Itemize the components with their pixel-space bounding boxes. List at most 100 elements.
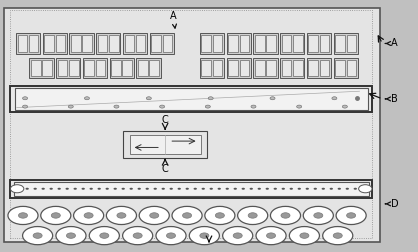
Circle shape bbox=[25, 188, 29, 190]
Circle shape bbox=[130, 188, 133, 190]
Bar bbox=[136, 58, 161, 78]
Circle shape bbox=[321, 188, 325, 190]
Circle shape bbox=[100, 233, 109, 238]
Bar bbox=[122, 60, 132, 76]
Bar bbox=[42, 60, 52, 76]
Circle shape bbox=[133, 233, 142, 238]
Circle shape bbox=[248, 213, 257, 218]
Circle shape bbox=[215, 213, 224, 218]
Circle shape bbox=[194, 188, 197, 190]
Bar bbox=[320, 60, 329, 76]
Bar bbox=[123, 33, 147, 54]
Bar bbox=[293, 35, 303, 52]
Bar bbox=[18, 35, 27, 52]
Bar bbox=[96, 60, 105, 76]
Text: A: A bbox=[385, 39, 398, 48]
Bar bbox=[56, 58, 80, 78]
Circle shape bbox=[41, 206, 71, 225]
Bar bbox=[266, 60, 276, 76]
Circle shape bbox=[82, 188, 85, 190]
Bar bbox=[16, 33, 40, 54]
Circle shape bbox=[97, 188, 101, 190]
Circle shape bbox=[282, 188, 285, 190]
Text: B: B bbox=[385, 94, 398, 104]
Circle shape bbox=[209, 188, 213, 190]
Circle shape bbox=[58, 188, 61, 190]
Circle shape bbox=[89, 188, 93, 190]
Bar bbox=[130, 135, 201, 154]
Circle shape bbox=[354, 188, 357, 190]
Bar bbox=[200, 58, 224, 78]
Bar bbox=[240, 60, 249, 76]
Bar bbox=[98, 35, 107, 52]
Bar bbox=[138, 60, 148, 76]
Bar bbox=[150, 33, 174, 54]
Circle shape bbox=[218, 188, 221, 190]
Circle shape bbox=[242, 188, 245, 190]
Bar bbox=[84, 60, 94, 76]
Circle shape bbox=[117, 213, 126, 218]
Circle shape bbox=[274, 188, 277, 190]
Circle shape bbox=[161, 188, 165, 190]
Circle shape bbox=[208, 97, 213, 100]
Bar bbox=[71, 35, 81, 52]
Circle shape bbox=[201, 188, 205, 190]
Bar bbox=[308, 60, 318, 76]
Bar bbox=[320, 35, 329, 52]
Circle shape bbox=[33, 233, 42, 238]
Bar bbox=[56, 35, 65, 52]
Circle shape bbox=[267, 233, 275, 238]
Bar bbox=[82, 35, 92, 52]
Bar bbox=[282, 35, 291, 52]
Bar bbox=[109, 35, 119, 52]
Bar bbox=[255, 60, 265, 76]
Circle shape bbox=[289, 227, 319, 245]
Circle shape bbox=[223, 227, 253, 245]
Circle shape bbox=[150, 213, 159, 218]
Circle shape bbox=[56, 227, 86, 245]
Circle shape bbox=[290, 188, 293, 190]
Circle shape bbox=[105, 188, 109, 190]
Bar bbox=[151, 35, 161, 52]
Circle shape bbox=[138, 188, 141, 190]
Bar bbox=[347, 60, 356, 76]
Circle shape bbox=[23, 97, 28, 100]
Circle shape bbox=[122, 188, 125, 190]
Circle shape bbox=[306, 188, 309, 190]
Circle shape bbox=[297, 105, 302, 108]
Circle shape bbox=[122, 227, 153, 245]
Bar bbox=[282, 60, 291, 76]
Bar bbox=[335, 35, 345, 52]
Circle shape bbox=[145, 188, 149, 190]
Bar bbox=[228, 35, 238, 52]
Bar bbox=[14, 182, 369, 196]
Circle shape bbox=[10, 185, 24, 193]
Bar bbox=[280, 58, 304, 78]
Circle shape bbox=[237, 206, 268, 225]
Circle shape bbox=[205, 105, 210, 108]
Circle shape bbox=[281, 213, 290, 218]
Bar bbox=[10, 10, 372, 238]
Circle shape bbox=[256, 227, 286, 245]
Bar bbox=[240, 35, 249, 52]
Circle shape bbox=[298, 188, 301, 190]
Circle shape bbox=[265, 188, 269, 190]
Bar bbox=[31, 60, 41, 76]
Circle shape bbox=[338, 188, 341, 190]
Bar bbox=[293, 60, 303, 76]
Circle shape bbox=[51, 213, 60, 218]
Circle shape bbox=[347, 213, 356, 218]
Bar bbox=[136, 35, 145, 52]
Circle shape bbox=[186, 188, 189, 190]
Circle shape bbox=[300, 233, 309, 238]
Circle shape bbox=[342, 105, 347, 108]
Circle shape bbox=[332, 97, 337, 100]
Circle shape bbox=[66, 188, 69, 190]
Circle shape bbox=[156, 227, 186, 245]
Bar bbox=[201, 60, 211, 76]
Circle shape bbox=[146, 97, 151, 100]
Circle shape bbox=[270, 206, 301, 225]
Bar bbox=[213, 60, 222, 76]
Bar bbox=[213, 35, 222, 52]
Bar bbox=[69, 60, 79, 76]
